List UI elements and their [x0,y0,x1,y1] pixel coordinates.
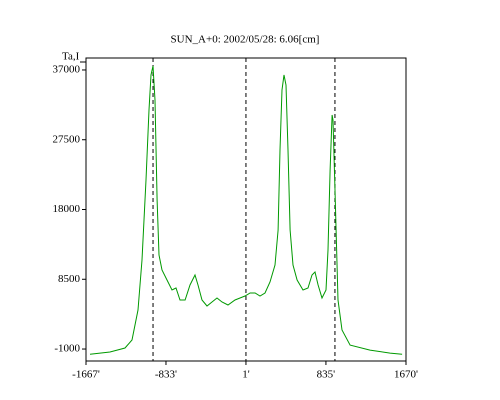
y-tick-label: -1000 [54,343,80,355]
y-tick-label: 37000 [53,64,81,76]
x-tick-label: 1670' [394,369,418,381]
y-tick-label: 27500 [53,133,81,145]
y-tick-label: 8500 [58,273,81,285]
x-tick-label: 835' [317,369,336,381]
y-tick-label: 18000 [53,203,81,215]
chart-title: SUN_A+0: 2002/05/28: 6.06[cm] [171,34,320,46]
data-line [89,65,403,355]
x-tick-label: -1667' [72,369,100,381]
x-tick-label: 1' [242,369,250,381]
y-axis-label: Ta,I [62,51,80,63]
x-tick-label: -833' [155,369,177,381]
